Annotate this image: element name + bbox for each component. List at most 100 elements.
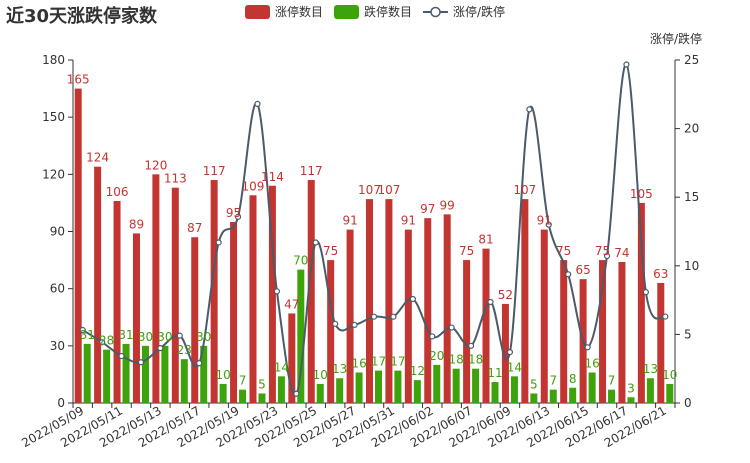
bar-limit-down — [530, 393, 538, 403]
ratio-point — [662, 313, 669, 320]
data-label-limit-down: 16 — [351, 357, 366, 371]
bar-limit-up — [560, 260, 568, 403]
bar-limit-up — [171, 187, 179, 403]
data-label-limit-down: 8 — [569, 372, 577, 386]
bar-limit-down — [569, 387, 577, 403]
data-label-limit-up: 113 — [164, 172, 187, 186]
ratio-point — [487, 298, 494, 306]
bar-limit-up — [113, 201, 121, 403]
data-label-limit-down: 13 — [332, 362, 347, 376]
data-label-limit-down: 18 — [449, 353, 464, 367]
bar-limit-down — [200, 345, 208, 403]
ratio-point — [254, 100, 261, 108]
y-right-axis-name: 涨停/跌停 — [650, 31, 702, 46]
data-label-limit-up: 95 — [226, 206, 241, 220]
bar-limit-up — [94, 166, 102, 403]
data-label-limit-down: 70 — [293, 254, 308, 268]
bar-limit-down — [122, 343, 130, 403]
ratio-point — [137, 359, 145, 366]
bar-limit-up — [327, 260, 335, 403]
legend-label-limit-down: 跌停数目 — [364, 5, 413, 19]
bar-limit-down — [277, 376, 285, 403]
ratio-point — [351, 321, 358, 329]
data-label-limit-up: 105 — [630, 187, 653, 201]
y-left-tick-label: 30 — [50, 339, 65, 353]
bar-limit-down — [608, 389, 616, 403]
data-label-limit-down: 10 — [313, 368, 328, 382]
bar-limit-down — [180, 359, 188, 403]
data-label-limit-up: 107 — [513, 183, 536, 197]
bar-limit-up — [132, 233, 140, 403]
ratio-point — [332, 320, 339, 327]
data-label-limit-down: 12 — [410, 364, 425, 378]
y-left-tick-label: 0 — [57, 396, 65, 410]
ratio-point — [79, 326, 86, 334]
data-label-limit-down: 17 — [371, 355, 386, 369]
data-label-limit-up: 165 — [67, 73, 90, 87]
ratio-point — [99, 339, 106, 346]
bar-limit-up — [268, 185, 276, 403]
y-left-tick-label: 60 — [50, 282, 65, 296]
ratio-point — [157, 345, 164, 352]
ratio-point — [215, 239, 222, 246]
data-label-limit-up: 107 — [377, 183, 400, 197]
ratio-point — [506, 348, 514, 356]
data-label-limit-down: 10 — [216, 368, 231, 382]
bar-limit-down — [394, 370, 402, 403]
data-label-limit-up: 117 — [300, 164, 323, 178]
data-label-limit-up: 91 — [537, 214, 552, 228]
ratio-point — [409, 295, 416, 303]
bar-limit-down — [297, 269, 305, 403]
bar-limit-down — [316, 383, 324, 403]
bar-limit-up — [366, 199, 373, 403]
bar-limit-up — [152, 174, 160, 403]
data-label-limit-down: 31 — [80, 328, 95, 342]
data-label-limit-down: 10 — [662, 368, 677, 382]
bar-limit-up — [249, 195, 257, 403]
y-right-tick-label: 5 — [684, 327, 692, 341]
data-label-limit-up: 117 — [203, 164, 226, 178]
ratio-point — [293, 390, 300, 397]
data-label-limit-down: 3 — [627, 381, 635, 395]
y-right-tick-label: 25 — [684, 53, 699, 67]
bar-limit-down — [103, 349, 111, 403]
data-label-limit-up: 75 — [323, 244, 338, 258]
bar-limit-down — [452, 368, 460, 403]
data-label-limit-down: 17 — [390, 355, 405, 369]
data-label-limit-down: 7 — [549, 374, 557, 388]
bar-limit-up — [385, 199, 393, 403]
ratio-point — [584, 344, 591, 351]
bar-limit-up — [501, 303, 509, 403]
ratio-line — [82, 63, 667, 396]
data-label-limit-down: 5 — [258, 377, 266, 391]
data-label-limit-down: 5 — [530, 377, 538, 391]
y-left-tick-label: 180 — [42, 53, 65, 67]
data-label-limit-up: 91 — [342, 214, 357, 228]
data-label-limit-down: 30 — [196, 330, 211, 344]
ratio-point — [448, 324, 455, 331]
bar-limit-up — [443, 214, 451, 403]
legend-swatch-limit-down — [334, 5, 359, 19]
data-label-limit-up: 75 — [595, 244, 610, 258]
bar-limit-up — [288, 313, 296, 403]
data-label-limit-down: 11 — [487, 366, 502, 380]
data-label-limit-down: 20 — [429, 349, 444, 363]
data-label-limit-down: 31 — [118, 328, 133, 342]
bar-limit-up — [482, 248, 490, 403]
bar-limit-down — [491, 382, 499, 403]
ratio-point — [273, 288, 281, 295]
data-label-limit-up: 124 — [86, 151, 109, 165]
bar-limit-up — [346, 229, 354, 403]
ratio-point — [642, 289, 649, 296]
ratio-point — [526, 106, 533, 113]
data-label-limit-down: 23 — [177, 343, 192, 357]
bar-limit-down — [510, 376, 518, 403]
data-label-limit-up: 114 — [261, 170, 284, 184]
data-label-limit-down: 7 — [608, 374, 616, 388]
data-label-limit-up: 99 — [440, 198, 455, 212]
ratio-point — [312, 239, 319, 246]
bar-limit-down — [666, 383, 674, 403]
ratio-point — [370, 313, 378, 320]
y-left-tick-label: 90 — [50, 225, 65, 239]
bar-limit-down — [161, 345, 169, 403]
